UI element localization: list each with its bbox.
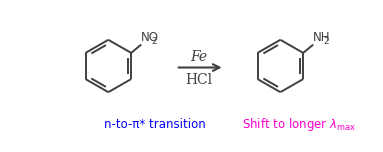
Text: n-to-π* transition: n-to-π* transition <box>104 118 205 131</box>
Text: HCl: HCl <box>185 73 213 87</box>
Text: Shift to longer $\lambda_{\mathrm{max}}$: Shift to longer $\lambda_{\mathrm{max}}$ <box>242 116 355 133</box>
Text: NO: NO <box>141 31 159 44</box>
Text: Fe: Fe <box>190 50 208 64</box>
Text: NH: NH <box>313 31 330 44</box>
Text: 2: 2 <box>323 37 329 46</box>
Text: 2: 2 <box>151 37 157 46</box>
